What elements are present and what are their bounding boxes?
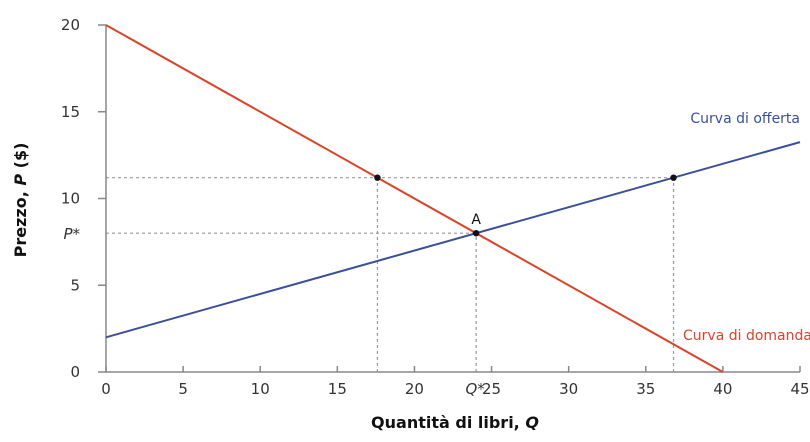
reference-lines bbox=[106, 177, 675, 372]
curve-point bbox=[374, 174, 381, 181]
x-tick-label: 10 bbox=[251, 380, 270, 398]
tick-labels: 0 5 10 15 20 25 30 35 40 45 0 5 10 15 20 Q* P* bbox=[61, 16, 810, 398]
x-tick-label: 5 bbox=[178, 380, 188, 398]
x-tick-label: 30 bbox=[559, 380, 578, 398]
axes bbox=[98, 24, 801, 373]
y-tick-label: 20 bbox=[61, 16, 80, 34]
x-tick-label: 20 bbox=[405, 380, 424, 398]
supply-curve-label: Curva di offerta bbox=[690, 111, 800, 127]
x-tick-label: 0 bbox=[101, 380, 111, 398]
demand-curve bbox=[105, 24, 724, 373]
x-tick-label: 25 bbox=[482, 380, 501, 398]
y-tick-label: 10 bbox=[61, 190, 80, 208]
data-points bbox=[374, 174, 677, 237]
demand-curve-label: Curva di domanda bbox=[683, 328, 810, 344]
equilibrium-point-label: A bbox=[471, 212, 481, 228]
x-tick-label: 40 bbox=[713, 380, 732, 398]
supply-curve bbox=[105, 141, 801, 339]
y-tick-label: 0 bbox=[70, 363, 80, 381]
y-tick-label: 5 bbox=[70, 276, 80, 294]
equilibrium-point bbox=[472, 230, 480, 237]
x-tick-label: 15 bbox=[328, 380, 347, 398]
y-tick-label: 15 bbox=[61, 103, 80, 121]
x-tick-label: 45 bbox=[790, 380, 809, 398]
curve-point bbox=[670, 174, 677, 181]
x-axis-title: Quantità di libri, Q bbox=[371, 413, 539, 432]
p-star-tick-label: P* bbox=[63, 225, 80, 243]
q-star-tick-label: Q* bbox=[465, 380, 485, 398]
y-axis-title: Prezzo, P ($) bbox=[11, 143, 30, 258]
curves bbox=[105, 24, 801, 373]
x-tick-label: 35 bbox=[636, 380, 655, 398]
